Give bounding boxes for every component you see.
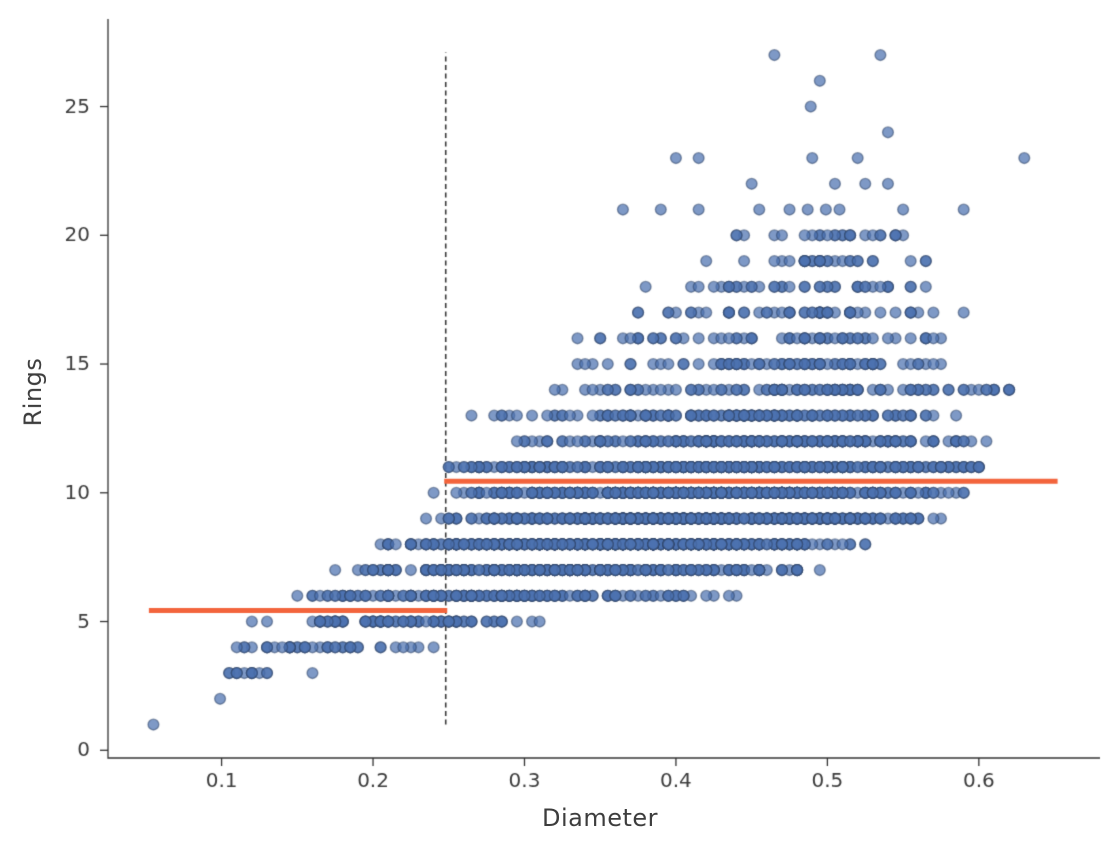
x-axis-label: Diameter	[541, 804, 659, 832]
y-axis-label: Rings	[19, 357, 47, 427]
